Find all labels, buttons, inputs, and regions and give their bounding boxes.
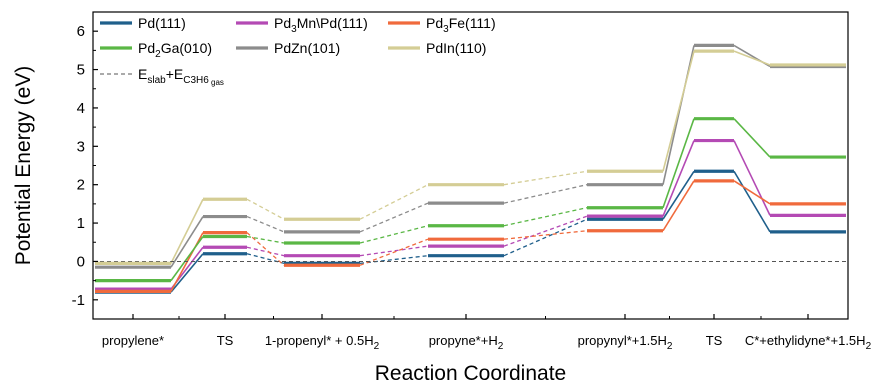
y-tick-label: 3	[77, 138, 85, 155]
connector-series0-step3	[503, 218, 588, 257]
connector-series3-step2	[359, 225, 429, 244]
y-axis-title: Potential Energy (eV)	[12, 66, 35, 266]
x-tick-label: TS	[217, 333, 234, 348]
y-tick-label: 1	[77, 215, 85, 232]
connector-lines	[170, 44, 771, 293]
connector-series1-step2	[359, 245, 429, 257]
connector-series5-step2	[359, 184, 429, 220]
x-tick-label: 1-propenyl* + 0.5H2	[265, 333, 380, 352]
connector-series3-step0	[170, 236, 204, 282]
x-axis-title: Reaction Coordinate	[375, 362, 566, 385]
connector-series0-step0	[170, 253, 204, 293]
x-tick-label: propynyl*+1.5H2	[578, 333, 673, 352]
connector-series5-step5	[733, 50, 771, 66]
connector-series5-step3	[503, 170, 588, 186]
connector-series2-step4	[662, 180, 695, 232]
y-tick-label: 4	[77, 100, 85, 117]
legend-label: PdIn(110)	[426, 40, 486, 56]
connector-series2-step1	[246, 232, 285, 266]
connector-series3-step3	[503, 207, 588, 227]
connector-series3-step4	[662, 118, 695, 208]
energy-levels	[95, 43, 846, 294]
connector-series4-step2	[359, 202, 429, 233]
legend-label: PdZn(101)	[274, 40, 340, 56]
x-tick-label: C*+ethylidyne*+1.5H2	[745, 333, 872, 352]
connector-series1-step5	[733, 140, 771, 216]
y-tick-label: 2	[77, 177, 85, 194]
legend-label: Pd(111)	[138, 15, 186, 31]
connector-series3-step1	[246, 235, 285, 244]
connector-series1-step3	[503, 215, 588, 247]
connector-series1-step1	[246, 246, 285, 257]
y-tick-label: 5	[77, 62, 85, 79]
x-tick-label: TS	[706, 333, 723, 348]
connector-series2-step0	[170, 232, 204, 292]
connector-series0-step5	[733, 170, 771, 233]
connector-series4-step1	[246, 215, 285, 233]
legend: Pd(111) Pd3Mn\Pd(111) Pd3Fe(111) Pd2Ga(010)…	[100, 15, 496, 87]
x-tick-label: propyne*+H2	[429, 333, 504, 352]
connector-series2-step5	[733, 180, 771, 205]
x-axis: propylene* TS 1-propenyl* + 0.5H2 propyne*+…	[102, 314, 872, 352]
connector-series5-step0	[170, 198, 204, 264]
legend-label-reference: Eslab+EC3H6 gas	[138, 66, 224, 87]
connector-series2-step2	[359, 238, 429, 266]
connector-series0-step2	[359, 255, 429, 265]
connector-series4-step3	[503, 184, 588, 204]
x-tick-label: propylene*	[102, 333, 164, 348]
y-axis: -1 0 1 2 3 4 5 6	[72, 11, 98, 320]
y-tick-label: 0	[77, 253, 85, 270]
legend-label: Pd3Fe(111)	[426, 15, 496, 35]
y-tick-label: 6	[77, 23, 85, 40]
legend-label: Pd2Ga(010)	[138, 40, 212, 60]
plot-frame	[92, 11, 849, 320]
connector-series3-step5	[733, 118, 771, 158]
connector-series4-step0	[170, 216, 204, 268]
connector-series5-step4	[662, 50, 695, 172]
connector-series1-step4	[662, 140, 695, 217]
y-tick-label: -1	[72, 292, 85, 309]
connector-series5-step1	[246, 198, 285, 220]
connector-series0-step4	[662, 170, 695, 220]
legend-label: Pd3Mn\Pd(111)	[274, 15, 368, 35]
